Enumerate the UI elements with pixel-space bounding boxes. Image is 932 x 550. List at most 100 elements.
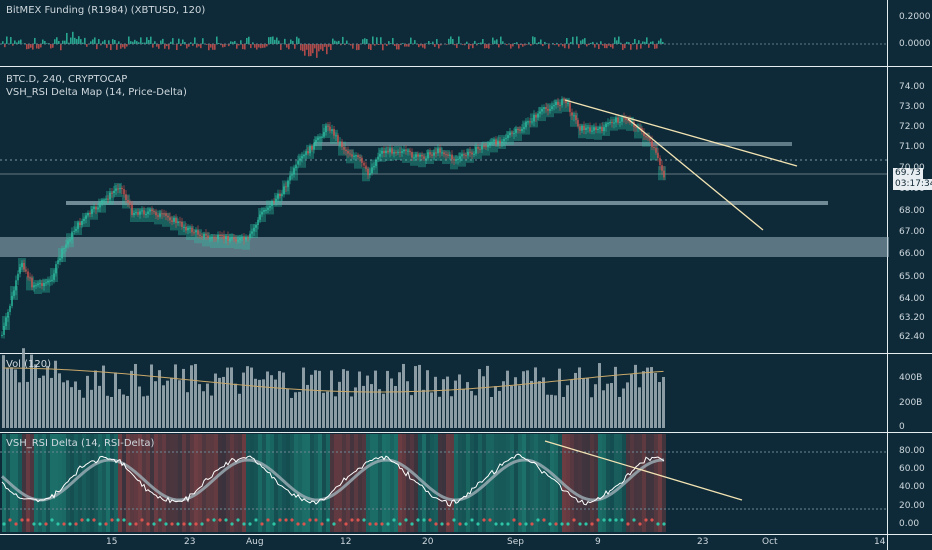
candle [141,210,143,212]
price-candles [1,96,665,339]
rsi-map-cell [122,434,126,532]
candle [375,159,377,166]
candle [307,151,309,154]
candle [23,263,25,270]
volume-bar [474,395,477,428]
volume-bar [138,386,141,428]
candle [137,212,139,215]
candle [627,119,629,121]
funding-bar [446,44,448,45]
funding-bar [564,44,566,49]
funding-bar [26,44,28,50]
rsi-map-cell [50,434,54,532]
rsi-map-cell [190,434,194,532]
candle [107,198,109,200]
candle [193,232,195,234]
funding-bar [406,44,408,47]
volume-bar [486,365,489,428]
funding-bar [96,44,98,50]
funding-bar [104,39,106,44]
candle [245,237,247,240]
delta-step [146,208,154,222]
funding-bar [660,38,662,44]
funding-bar [502,41,504,44]
price-tick: 74.00 [899,82,925,92]
funding-bar [190,42,192,44]
rsi-map-cell [602,434,606,532]
volume-bar [430,392,433,428]
delta-dot [602,518,606,522]
candle [555,101,557,106]
funding-bar [658,40,660,44]
candle [661,165,663,171]
delta-dot [362,518,366,522]
funding-bar [150,36,152,44]
volume-bar [254,378,257,428]
funding-bar [208,44,210,51]
rsi-map-cell [18,434,22,532]
funding-bar [532,36,534,44]
volume-bar [642,371,645,428]
candle [379,153,381,157]
candle [497,140,499,145]
funding-bar [260,44,262,49]
candle [501,141,503,143]
volume-bar [234,383,237,428]
candle [313,142,315,150]
rsi-map-cell [118,434,122,532]
rsi-map-cell [126,434,130,532]
rsi-map-cell [414,434,418,532]
volume-tick: 0 [899,422,905,432]
candle [575,115,577,121]
volume-bar [38,377,41,428]
funding-bar [450,36,452,44]
volume-bar [18,382,21,428]
volume-bar [514,377,517,428]
candle [445,154,447,156]
volume-bar [142,396,145,428]
candle [27,271,29,278]
rsi-map-cell [262,434,266,532]
candle [221,235,223,237]
volume-bar [558,368,561,428]
rsi-map-cell [434,434,438,532]
funding-bar [56,37,58,44]
candle [69,239,71,241]
candle [419,155,421,157]
delta-dot [182,522,186,526]
candle [469,151,471,153]
rsi-map-cell [158,434,162,532]
delta-dot [2,522,6,526]
volume-bar [662,377,665,428]
funding-bar [92,39,94,44]
delta-dot [266,518,270,522]
volume-bar [118,389,121,428]
rsi-map-cell [294,434,298,532]
rsi-map-cell [578,434,582,532]
delta-dot [548,522,552,526]
delta-step [506,131,514,145]
volume-bar [26,381,29,428]
rsi-map-cell [546,434,550,532]
delta-dot [428,518,432,522]
volume-bar [442,379,445,428]
volume-bar [502,381,505,428]
rsi-map-cell [462,434,466,532]
funding-bar [70,37,72,44]
candle [561,98,563,106]
delta-dot [26,518,30,522]
rsi-map-cell [186,434,190,532]
volume-bar [150,364,153,428]
funding-bar [110,44,112,51]
funding-bar [350,44,352,46]
volume-bar [322,392,325,428]
volume-bar [418,364,421,428]
volume-bar [330,370,333,428]
rsi-map-cell [230,434,234,532]
candle [583,125,585,131]
delta-dot [494,522,498,526]
volume-bar [258,379,261,428]
funding-tick: 0.2000 [899,12,931,22]
volume-bar [658,382,661,428]
